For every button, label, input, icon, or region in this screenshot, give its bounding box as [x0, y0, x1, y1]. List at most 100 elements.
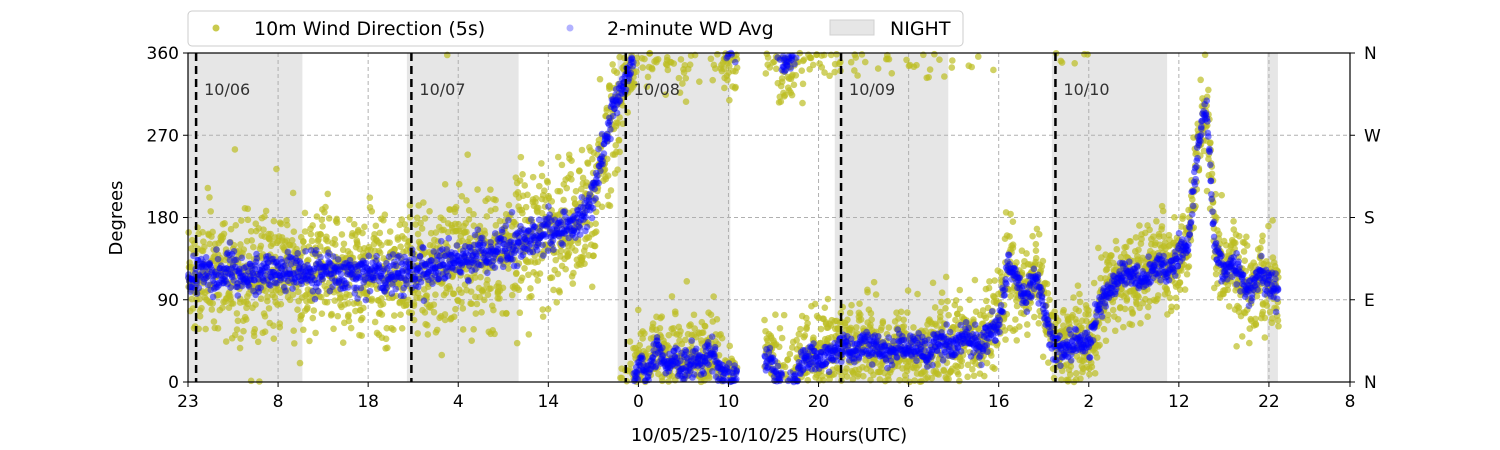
wind-direction-5s-point	[658, 313, 666, 320]
wind-direction-5s-point	[524, 191, 531, 199]
wind-direction-5s-point	[541, 187, 548, 195]
wind-direction-5s-point	[554, 153, 562, 161]
wind-direction-5s-point	[913, 61, 920, 69]
wind-direction-5s-point	[710, 293, 717, 300]
wind-direction-avg-point	[334, 256, 342, 263]
wind-direction-5s-point	[277, 220, 285, 228]
wind-direction-5s-point	[764, 54, 772, 61]
wind-direction-5s-point	[340, 240, 348, 248]
wind-direction-5s-point	[386, 228, 394, 235]
wind-direction-5s-point	[459, 305, 467, 312]
wind-direction-5s-point	[945, 311, 952, 319]
wind-direction-5s-point	[885, 376, 892, 383]
wind-direction-5s-point	[474, 186, 481, 193]
wind-direction-5s-point	[1032, 240, 1040, 248]
wind-direction-avg-point	[592, 195, 599, 202]
wind-direction-5s-point	[679, 80, 686, 87]
wind-direction-5s-point	[582, 243, 589, 251]
wind-direction-avg-point	[607, 126, 614, 133]
wind-direction-5s-point	[867, 310, 875, 317]
wind-direction-avg-point	[226, 239, 234, 246]
wind-direction-5s-point	[1275, 322, 1282, 330]
wind-direction-5s-point	[480, 286, 488, 294]
wind-direction-avg-point	[497, 256, 505, 263]
wind-direction-5s-point	[1160, 233, 1168, 240]
wind-direction-5s-point	[792, 72, 800, 79]
wind-direction-5s-point	[1243, 233, 1250, 241]
wind-direction-5s-point	[726, 96, 733, 104]
wind-direction-5s-point	[220, 230, 228, 238]
wind-direction-5s-point	[366, 194, 374, 202]
wind-direction-5s-point	[1091, 370, 1099, 377]
wind-direction-5s-point	[1029, 232, 1036, 240]
wind-direction-5s-point	[612, 141, 620, 149]
wind-direction-5s-point	[1118, 285, 1125, 293]
wind-direction-5s-point	[345, 311, 352, 319]
wind-direction-5s-point	[817, 325, 825, 333]
wind-direction-5s-point	[301, 228, 309, 235]
wind-direction-5s-point	[1023, 250, 1030, 257]
wind-direction-5s-point	[534, 277, 542, 284]
wind-direction-5s-point	[244, 216, 252, 224]
wind-direction-5s-point	[872, 291, 880, 298]
wind-direction-5s-point	[562, 265, 569, 273]
wind-direction-5s-point	[966, 296, 973, 304]
wind-direction-5s-point	[240, 327, 247, 335]
wind-direction-5s-point	[304, 256, 312, 264]
wind-direction-5s-point	[1172, 294, 1180, 302]
wind-direction-5s-point	[904, 287, 912, 294]
wind-direction-5s-point	[1200, 147, 1208, 155]
wind-direction-5s-point	[849, 376, 857, 383]
wind-direction-5s-point	[529, 173, 537, 181]
wind-direction-avg-point	[502, 222, 510, 230]
wind-direction-5s-point	[414, 289, 422, 297]
wind-direction-5s-point	[974, 53, 982, 60]
wind-direction-5s-point	[806, 66, 813, 73]
wind-direction-5s-point	[557, 247, 565, 255]
wind-direction-5s-point	[322, 203, 329, 211]
wind-direction-5s-point	[538, 172, 546, 180]
wind-direction-avg-point	[399, 266, 406, 273]
wind-direction-5s-point	[358, 332, 365, 339]
wind-direction-5s-point	[1093, 354, 1101, 361]
wind-direction-5s-point	[505, 201, 513, 209]
wind-direction-avg-point	[550, 246, 557, 253]
wind-direction-5s-point	[1033, 225, 1041, 233]
wind-direction-5s-point	[441, 316, 449, 324]
wind-direction-5s-point	[208, 306, 216, 313]
wind-direction-5s-point	[560, 196, 567, 204]
wind-direction-avg-point	[589, 204, 597, 212]
wind-direction-5s-point	[830, 370, 838, 378]
wind-direction-5s-point	[477, 273, 484, 281]
wind-direction-5s-point	[234, 317, 242, 325]
wind-direction-5s-point	[843, 373, 851, 380]
wind-direction-5s-point	[273, 165, 280, 173]
wind-direction-5s-point	[1173, 303, 1180, 311]
wind-direction-avg-point	[711, 343, 719, 351]
wind-direction-5s-point	[481, 227, 488, 235]
wind-direction-5s-point	[581, 260, 588, 268]
wind-direction-avg-point	[544, 247, 552, 254]
wind-direction-5s-point	[801, 332, 809, 339]
wind-direction-avg-point	[616, 96, 623, 104]
wind-direction-5s-point	[1243, 242, 1251, 249]
wind-direction-5s-point	[725, 62, 733, 70]
wind-direction-5s-point	[1067, 363, 1075, 370]
wind-direction-avg-point	[708, 333, 716, 340]
wind-direction-5s-point	[346, 291, 353, 299]
wind-direction-5s-point	[395, 280, 403, 288]
wind-direction-5s-point	[1009, 244, 1017, 252]
wind-direction-5s-point	[1258, 237, 1266, 245]
wind-direction-5s-point	[848, 301, 855, 309]
wind-direction-avg-point	[549, 237, 557, 244]
wind-direction-5s-point	[675, 74, 683, 82]
wind-direction-avg-point	[294, 250, 301, 257]
wind-direction-5s-point	[1039, 353, 1047, 361]
wind-direction-5s-point	[536, 270, 544, 277]
wind-direction-5s-point	[303, 305, 311, 313]
wind-direction-5s-point	[405, 296, 412, 304]
wind-direction-5s-point	[412, 221, 419, 228]
wind-direction-5s-point	[921, 368, 929, 376]
wind-direction-avg-point	[419, 244, 427, 252]
wind-direction-avg-point	[622, 86, 630, 93]
